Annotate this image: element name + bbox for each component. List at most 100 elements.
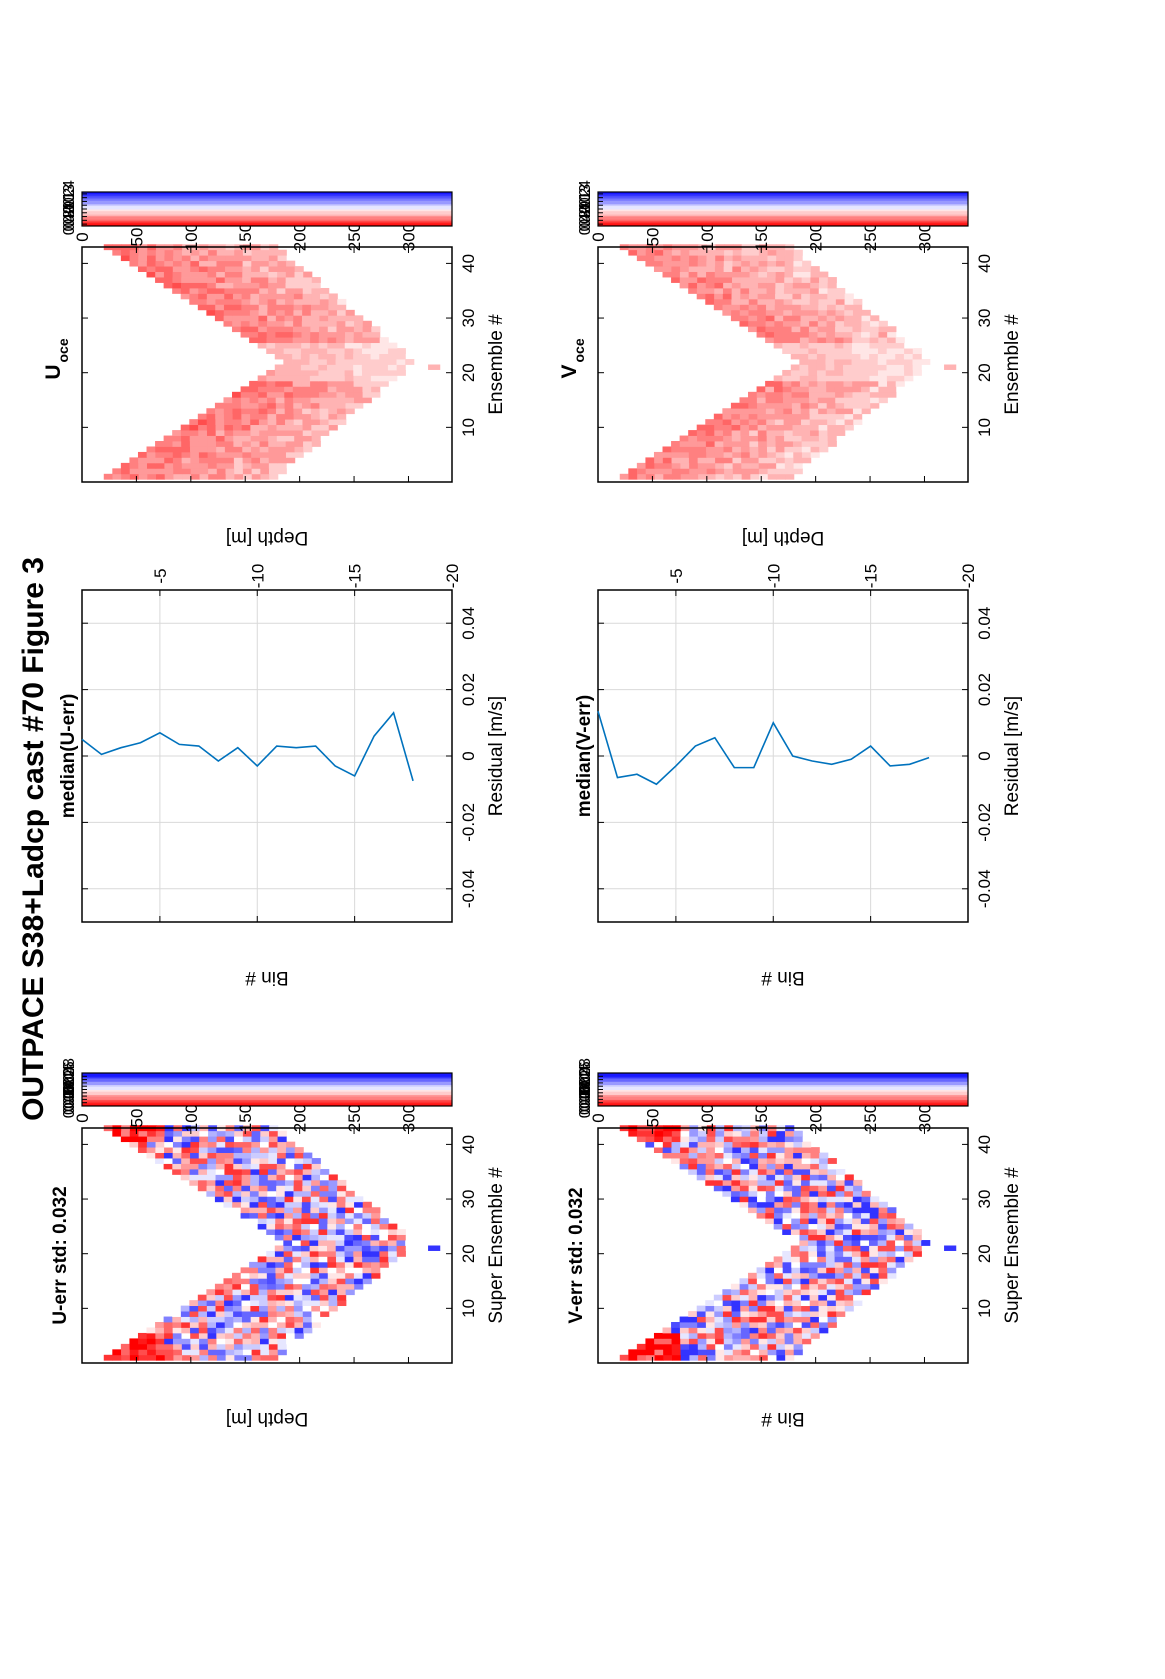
colorbar-swatch (82, 209, 452, 212)
heatmap-cell (834, 364, 844, 371)
heatmap-cell (680, 1332, 690, 1339)
heatmap-cell (233, 1316, 243, 1323)
heatmap-cell (294, 435, 304, 442)
heatmap-cell (766, 282, 776, 289)
heatmap-cell (740, 1163, 750, 1170)
heatmap-cell (749, 260, 759, 267)
heatmap-cell (190, 1338, 200, 1345)
heatmap-cell (732, 1332, 742, 1339)
heatmap-cell (808, 331, 818, 338)
heatmap-cell (749, 1158, 759, 1164)
heatmap-cell (335, 364, 345, 371)
x-axis-label: Super Ensemble # (1002, 1167, 1023, 1324)
heatmap-cell (156, 473, 166, 480)
heatmap-cell (223, 408, 233, 415)
heatmap-cell (345, 386, 355, 393)
heatmap-cell (242, 277, 252, 283)
heatmap-cell (241, 304, 251, 311)
heatmap-cell (671, 1343, 681, 1350)
heatmap-cell (284, 1289, 294, 1296)
heatmap-cell (774, 1294, 784, 1301)
heatmap-cell (887, 1207, 897, 1214)
depth-tick-label: 200 (291, 223, 310, 251)
heatmap-cell (809, 320, 819, 327)
depth-tick-label: 150 (752, 223, 771, 251)
residual-tick-label: -0.02 (975, 803, 994, 842)
heatmap-cell (311, 287, 321, 294)
heatmap-cell (216, 1343, 226, 1350)
heatmap-cell (731, 1311, 741, 1317)
heatmap-cell (319, 298, 329, 305)
heatmap-cell (232, 402, 242, 409)
heatmap-cell (730, 315, 741, 322)
heatmap-cell (189, 287, 199, 294)
heatmap-cell (671, 1152, 681, 1159)
heatmap-cell (275, 326, 285, 333)
heatmap-cell (697, 1316, 707, 1323)
heatmap-cell (292, 375, 302, 382)
heatmap-cell (286, 260, 296, 267)
heatmap-cell (662, 457, 672, 464)
heatmap-cell (223, 1190, 233, 1197)
heatmap-cell (293, 1300, 303, 1307)
heatmap-cell (318, 359, 328, 365)
heatmap-cell (808, 342, 818, 349)
heatmap-cell (310, 391, 320, 398)
heatmap-cell (723, 1343, 734, 1350)
heatmap-cell (860, 364, 870, 371)
heatmap-cell (233, 430, 243, 436)
heatmap-cell (268, 451, 278, 458)
heatmap-cell (748, 298, 758, 305)
heatmap-cell (257, 1212, 268, 1219)
heatmap-cell (783, 413, 793, 420)
heatmap-cell (748, 1294, 758, 1301)
heatmap-cell (309, 353, 319, 360)
heatmap-cell (774, 408, 784, 415)
heatmap-cell (749, 1338, 759, 1345)
heatmap-cell (301, 1267, 311, 1274)
heatmap-cell (173, 255, 183, 262)
heatmap-cell (190, 462, 200, 469)
heatmap-cell (801, 1300, 811, 1307)
heatmap-cell (757, 1196, 767, 1203)
heatmap-cell (276, 282, 286, 289)
heatmap-cell (370, 348, 380, 354)
heatmap-cell (354, 1196, 364, 1203)
heatmap-cell (944, 1245, 957, 1251)
heatmap-cell (285, 282, 295, 289)
heatmap-cell (654, 457, 664, 464)
heatmap-cell (292, 331, 302, 338)
heatmap-cell (251, 1349, 261, 1356)
heatmap-cell (302, 1300, 312, 1307)
heatmap-cell (232, 315, 242, 322)
heatmap-cell (371, 391, 381, 398)
heatmap-cell (189, 435, 199, 442)
heatmap-cell (257, 1261, 267, 1268)
heatmap-cell (225, 1338, 235, 1345)
heatmap-cell (249, 1196, 259, 1203)
heatmap-cell (774, 326, 784, 333)
heatmap-cell (215, 298, 225, 305)
heatmap-cell (258, 1278, 268, 1285)
heatmap-cell (319, 1190, 329, 1197)
heatmap-cell (826, 304, 837, 311)
heatmap-cell (268, 1163, 278, 1170)
heatmap-cell (214, 1196, 225, 1203)
heatmap-cell (662, 1141, 672, 1148)
panel-title: V-err std: 0.032 (566, 1187, 587, 1323)
heatmap-cell (266, 1223, 276, 1230)
colorbar-swatch (598, 212, 968, 215)
heatmap-cell (766, 287, 776, 294)
heatmap-cell (765, 386, 775, 393)
axes-frame (81, 1127, 453, 1364)
heatmap-cell (241, 1196, 251, 1203)
heatmap-cell (852, 402, 862, 409)
heatmap-cell (240, 397, 250, 404)
heatmap-cell (818, 309, 828, 316)
heatmap-cell (353, 353, 363, 360)
heatmap-cell (784, 451, 794, 458)
heatmap-cell (328, 408, 338, 415)
heatmap-cell (283, 1240, 293, 1246)
heatmap-cell (757, 1168, 767, 1175)
heatmap-cell (784, 255, 794, 262)
